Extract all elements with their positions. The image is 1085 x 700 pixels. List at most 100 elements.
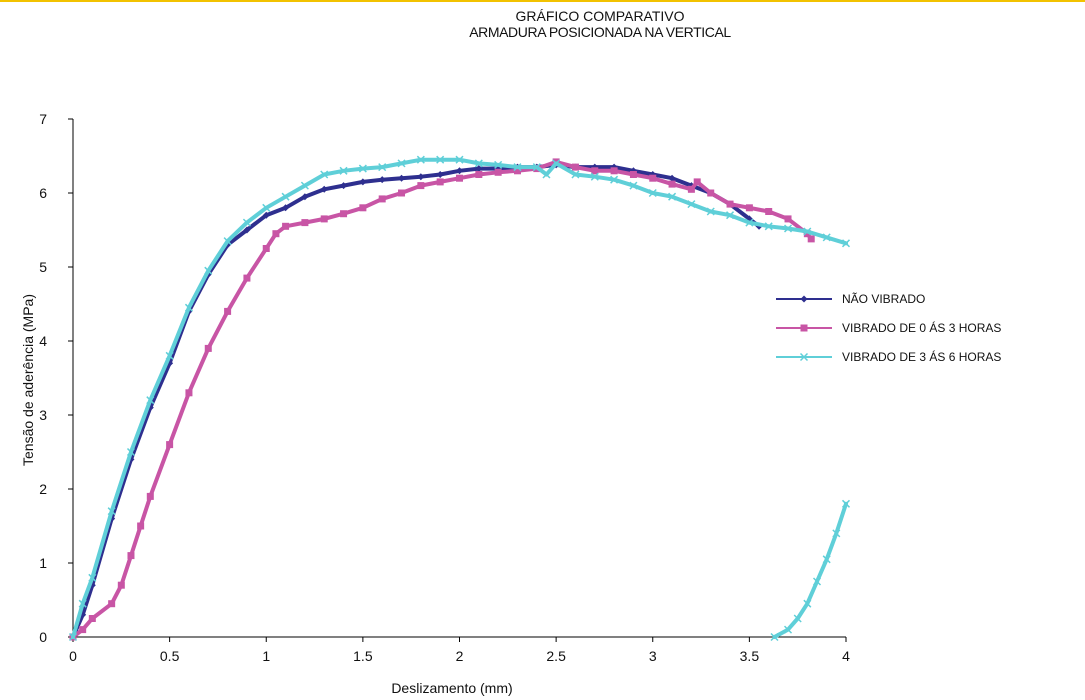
x-tick-label: 2 <box>456 648 464 664</box>
data-point <box>707 189 715 197</box>
data-point <box>88 615 96 622</box>
data-point <box>301 193 309 201</box>
data-point <box>726 211 735 220</box>
data-point <box>204 266 213 275</box>
data-point <box>552 159 561 168</box>
data-point <box>841 239 851 248</box>
legend-item-0: NÃO VIBRADO <box>776 284 1001 313</box>
data-point <box>416 155 425 164</box>
series-group-0 <box>69 161 763 641</box>
data-point <box>417 173 425 181</box>
series-group-2 <box>68 155 851 642</box>
data-point <box>417 182 425 190</box>
data-point <box>146 492 154 500</box>
data-point <box>649 174 657 182</box>
data-point <box>687 200 696 209</box>
data-point <box>793 614 802 623</box>
data-point <box>668 180 676 188</box>
y-tick-label: 4 <box>39 333 47 349</box>
data-point <box>166 441 174 449</box>
data-point <box>803 227 812 236</box>
x-tick-label: 3 <box>649 648 657 664</box>
data-point <box>88 573 97 582</box>
data-point <box>185 389 193 397</box>
data-point <box>398 174 406 182</box>
data-point <box>281 192 290 201</box>
data-point <box>242 218 251 227</box>
data-point <box>184 303 193 312</box>
x-tick-label: 2.5 <box>546 648 566 664</box>
chart-title: GRÁFICO COMPARATIVO <box>515 8 685 24</box>
legend-marker-0 <box>800 295 808 302</box>
data-point <box>590 172 599 181</box>
data-point <box>301 219 309 227</box>
y-tick-label: 0 <box>39 629 47 645</box>
data-point <box>262 203 271 212</box>
x-tick-label: 4 <box>842 648 850 664</box>
data-point <box>822 555 831 564</box>
x-tick-label: 0.5 <box>160 648 180 664</box>
legend-marker-1 <box>800 324 808 331</box>
data-point <box>745 218 754 227</box>
data-point <box>127 552 135 560</box>
data-point <box>456 174 463 182</box>
data-point <box>359 178 367 186</box>
data-point <box>494 160 503 169</box>
data-point <box>146 396 155 405</box>
data-point <box>765 208 773 215</box>
data-point <box>262 211 270 219</box>
data-point <box>475 171 483 178</box>
data-point <box>693 178 701 186</box>
legend-label-2: VIBRADO DE 3 ÁS 6 HORAS <box>842 349 1002 364</box>
data-point <box>783 625 793 634</box>
y-tick-label: 2 <box>39 481 47 497</box>
data-point <box>398 189 406 197</box>
data-point <box>126 447 136 457</box>
data-point <box>475 165 483 173</box>
data-point <box>648 188 657 198</box>
data-point <box>223 237 232 246</box>
y-axis-label: Tensão de aderência (MPa) <box>20 294 36 466</box>
data-point <box>117 581 125 589</box>
data-point <box>137 522 145 530</box>
data-point <box>436 155 445 164</box>
chart-legend: NÃO VIBRADO VIBRADO DE 0 ÁS 3 HORAS VIBR… <box>776 284 1001 371</box>
data-point <box>320 185 328 193</box>
series-group-1 <box>69 158 815 641</box>
data-point <box>610 175 619 184</box>
data-point <box>165 351 174 360</box>
data-point <box>803 230 811 238</box>
data-point <box>272 230 280 238</box>
data-point <box>68 632 78 642</box>
y-tick-label: 6 <box>39 185 47 201</box>
data-point <box>513 163 522 172</box>
legend-item-1: VIBRADO DE 0 ÁS 3 HORAS <box>776 313 1001 342</box>
y-tick-label: 3 <box>39 407 47 423</box>
x-tick-label: 3.5 <box>740 648 760 664</box>
data-point <box>668 174 676 182</box>
data-point <box>571 170 580 179</box>
x-tick-label: 0 <box>69 648 77 664</box>
data-point <box>812 577 822 586</box>
series-line-0 <box>71 162 761 639</box>
x-tick-label: 1 <box>262 648 270 664</box>
data-point <box>300 181 309 190</box>
data-point <box>532 163 541 172</box>
data-point <box>456 167 463 175</box>
data-point <box>108 600 116 608</box>
data-point <box>282 222 290 230</box>
top-border-line <box>0 0 1085 2</box>
data-point <box>629 171 637 178</box>
chart-subtitle: ARMADURA POSICIONADA NA VERTICAL <box>469 24 731 40</box>
y-tick-label: 7 <box>39 111 47 127</box>
data-point <box>610 167 618 175</box>
data-point <box>513 167 521 175</box>
data-point <box>378 163 387 172</box>
y-tick-label: 5 <box>39 259 47 275</box>
data-point <box>378 176 386 184</box>
data-point <box>397 159 406 168</box>
data-point <box>340 210 348 218</box>
data-point <box>243 226 251 234</box>
data-point <box>807 235 815 243</box>
data-point <box>436 171 444 178</box>
